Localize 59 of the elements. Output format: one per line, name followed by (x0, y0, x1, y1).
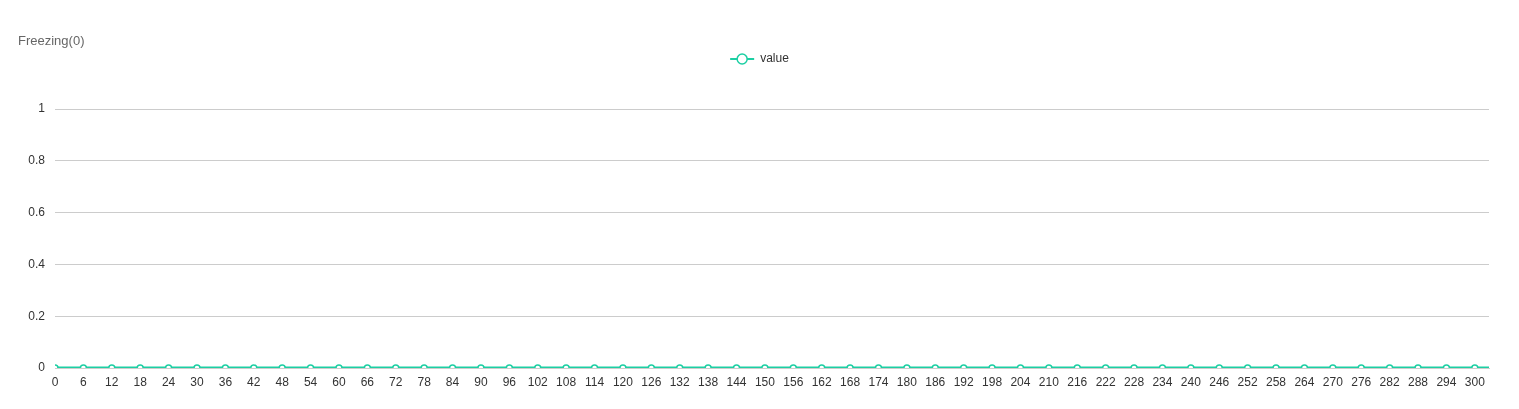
x-tick-label: 150 (754, 374, 776, 389)
x-tick-label: 126 (641, 374, 662, 389)
x-tick-label: 210 (1038, 374, 1060, 389)
x-tick-label: 102 (527, 374, 549, 389)
x-tick-label: 252 (1237, 374, 1258, 389)
x-tick-label: 120 (612, 374, 634, 389)
x-tick-label: 60 (332, 374, 346, 389)
x-tick-label: 84 (445, 374, 460, 389)
x-tick-label: 246 (1209, 374, 1230, 389)
chart-title: Freezing(0) (18, 32, 85, 48)
x-tick-label: 282 (1379, 374, 1400, 389)
x-tick-label: 270 (1322, 374, 1344, 389)
x-tick-label: 180 (896, 374, 918, 389)
x-tick-label: 66 (360, 374, 375, 389)
x-tick-label: 24 (161, 374, 176, 389)
x-tick-label: 234 (1152, 374, 1173, 389)
y-tick-label: 1 (38, 101, 46, 116)
x-tick-label: 42 (247, 374, 261, 389)
x-tick-label: 54 (303, 374, 318, 389)
x-tick-label: 108 (556, 374, 577, 389)
x-tick-label: 288 (1407, 374, 1429, 389)
x-tick-label: 114 (584, 374, 605, 389)
x-tick-label: 258 (1266, 374, 1287, 389)
x-tick-label: 12 (105, 374, 119, 389)
x-tick-label: 0 (51, 374, 59, 389)
x-tick-label: 156 (783, 374, 804, 389)
x-tick-label: 294 (1436, 374, 1457, 389)
x-tick-label: 174 (868, 374, 889, 389)
x-tick-label: 162 (811, 374, 833, 389)
x-tick-label: 96 (502, 374, 517, 389)
y-tick-label: 0.6 (28, 204, 46, 219)
x-tick-label: 168 (840, 374, 861, 389)
x-tick-label: 36 (218, 374, 233, 389)
x-tick-label: 204 (1010, 374, 1031, 389)
x-tick-label: 300 (1464, 374, 1486, 389)
y-tick-label: 0.8 (28, 153, 46, 168)
x-tick-label: 48 (275, 374, 290, 389)
x-tick-label: 276 (1351, 374, 1372, 389)
y-tick-label: 0.4 (28, 256, 46, 271)
x-tick-label: 18 (133, 374, 148, 389)
x-tick-label: 240 (1180, 374, 1202, 389)
x-tick-label: 6 (80, 374, 88, 389)
x-tick-label: 186 (925, 374, 946, 389)
y-tick-label: 0.2 (28, 308, 46, 323)
x-tick-label: 72 (389, 374, 403, 389)
x-tick-label: 132 (669, 374, 691, 389)
legend-label: value (760, 51, 790, 66)
x-tick-label: 216 (1067, 374, 1088, 389)
x-tick-label: 144 (726, 374, 747, 389)
x-tick-label: 228 (1124, 374, 1145, 389)
x-tick-label: 90 (474, 374, 488, 389)
y-tick-label: 0 (38, 360, 46, 375)
x-tick-label: 138 (698, 374, 719, 389)
x-tick-label: 264 (1294, 374, 1315, 389)
x-tick-label: 222 (1095, 374, 1116, 389)
x-tick-label: 198 (982, 374, 1003, 389)
x-tick-label: 192 (953, 374, 975, 389)
x-tick-label: 78 (417, 374, 432, 389)
x-tick-label: 30 (190, 374, 204, 389)
